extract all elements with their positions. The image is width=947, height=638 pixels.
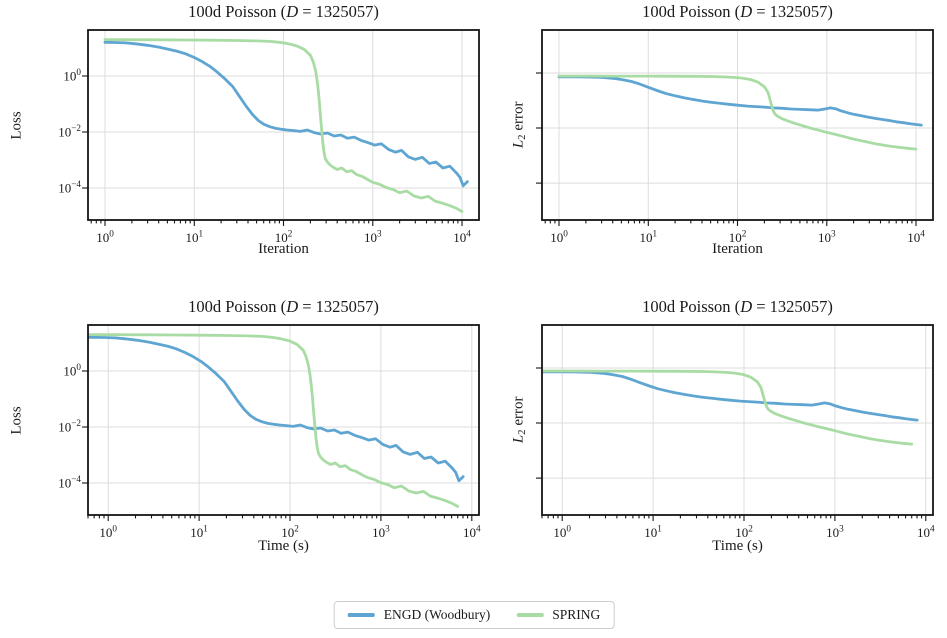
title-text: 100d Poisson ( bbox=[188, 297, 287, 316]
series-engd-woodbury-line bbox=[88, 335, 465, 483]
series-engd-woodbury-line bbox=[557, 75, 923, 127]
x-axis-label: Time (s) bbox=[258, 538, 309, 554]
legend-item-engd-woodbury: ENGD (Woodbury) bbox=[347, 607, 491, 623]
plot-title: 100d Poisson (D = 1325057) bbox=[542, 2, 933, 22]
series-engd-woodbury-line bbox=[542, 370, 919, 422]
series-group bbox=[542, 369, 919, 446]
title-math-var: D bbox=[740, 2, 753, 21]
axes-spine bbox=[87, 324, 480, 516]
x-axis-label: Iteration bbox=[258, 241, 309, 257]
legend-label: SPRING bbox=[552, 607, 601, 622]
series-spring-line bbox=[88, 333, 460, 508]
series-spring-line bbox=[542, 369, 914, 446]
gridlines bbox=[542, 325, 933, 515]
gridlines bbox=[88, 325, 479, 515]
legend: ENGD (Woodbury) SPRING bbox=[333, 601, 615, 629]
y-axis-label: L2 error bbox=[510, 101, 528, 149]
title-text: = 1325057) bbox=[752, 2, 833, 21]
plot-title: 100d Poisson (D = 1325057) bbox=[542, 297, 933, 317]
series-engd-woodbury-line bbox=[103, 40, 469, 188]
svg-text:10−2: 10−2 bbox=[58, 123, 81, 140]
axes-spine bbox=[541, 324, 934, 516]
legend-line-swatch-engd bbox=[347, 613, 375, 617]
x-axis-label: Iteration bbox=[712, 241, 763, 257]
series-group bbox=[103, 38, 469, 213]
axis-ticks bbox=[536, 367, 927, 521]
svg-text:10−4: 10−4 bbox=[58, 179, 81, 196]
plot-loss-vs-time: 100d Poisson (D = 1325057) Loss Time (s)… bbox=[0, 293, 500, 570]
axis-ticks bbox=[536, 72, 917, 226]
plot-title: 100d Poisson (D = 1325057) bbox=[88, 297, 479, 317]
legend-item-spring: SPRING bbox=[516, 607, 600, 623]
axis-ticks bbox=[82, 370, 473, 521]
y-axis-label: L2 error bbox=[510, 396, 528, 444]
series-group bbox=[557, 74, 923, 151]
axis-ticks bbox=[82, 75, 463, 226]
svg-text:100: 100 bbox=[63, 362, 81, 379]
tick-labels: 100 101 102 103 104 bbox=[550, 229, 925, 246]
svg-text:100: 100 bbox=[63, 67, 81, 84]
series-group bbox=[88, 333, 465, 508]
plot-canvas: 100 101 102 103 104 bbox=[536, 324, 935, 540]
title-text: 100d Poisson ( bbox=[642, 2, 741, 21]
title-math-var: D bbox=[740, 297, 753, 316]
gridlines bbox=[88, 30, 479, 220]
legend-label: ENGD (Woodbury) bbox=[383, 607, 491, 622]
plot-title: 100d Poisson (D = 1325057) bbox=[88, 2, 479, 22]
legend-line-swatch-spring bbox=[516, 613, 544, 617]
svg-text:10−4: 10−4 bbox=[58, 474, 81, 491]
y-axis-label: Loss bbox=[8, 405, 25, 435]
plot-l2-error-vs-time: 100d Poisson (D = 1325057) L2 error Time… bbox=[500, 293, 947, 570]
series-spring-line bbox=[557, 74, 918, 151]
gridlines bbox=[542, 30, 933, 220]
series-spring-line bbox=[103, 38, 464, 213]
title-math-var: D bbox=[286, 2, 299, 21]
x-axis-label: Time (s) bbox=[712, 538, 763, 554]
title-text: = 1325057) bbox=[752, 297, 833, 316]
title-text: = 1325057) bbox=[298, 2, 379, 21]
y-axis-label: Loss bbox=[8, 110, 25, 140]
plot-l2-error-vs-iteration: 100d Poisson (D = 1325057) L2 error Iter… bbox=[500, 0, 947, 270]
title-math-var: D bbox=[286, 297, 299, 316]
svg-text:10−2: 10−2 bbox=[58, 418, 81, 435]
plot-canvas: 100 101 102 103 104 bbox=[536, 29, 934, 246]
title-text: 100d Poisson ( bbox=[642, 297, 741, 316]
title-text: 100d Poisson ( bbox=[188, 2, 287, 21]
plot-loss-vs-iteration: 100d Poisson (D = 1325057) Loss Iteratio… bbox=[0, 0, 500, 270]
title-text: = 1325057) bbox=[298, 297, 379, 316]
